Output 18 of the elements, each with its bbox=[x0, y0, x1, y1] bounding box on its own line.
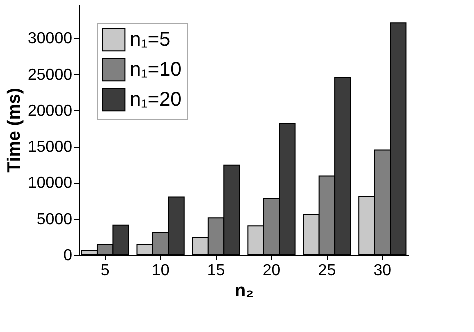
y-tick-label: 25000 bbox=[28, 66, 73, 84]
legend-label: n₁=20 bbox=[130, 89, 182, 111]
x-tick-label: 15 bbox=[207, 262, 226, 280]
y-tick-label: 15000 bbox=[28, 139, 73, 156]
y-tick-label: 5000 bbox=[36, 211, 73, 228]
y-tick-label: 0 bbox=[64, 248, 73, 264]
x-tick-label: 20 bbox=[262, 262, 281, 280]
x-axis-title: n₂ bbox=[235, 280, 254, 300]
legend-label: n₁=10 bbox=[130, 59, 182, 81]
y-tick-label: 20000 bbox=[28, 102, 73, 120]
y-axis-title: Time (ms) bbox=[4, 88, 24, 173]
y-tick-label: 10000 bbox=[28, 175, 73, 192]
x-tick-label: 25 bbox=[318, 262, 336, 280]
x-tick-label: 10 bbox=[152, 262, 170, 280]
x-tick-label: 30 bbox=[374, 262, 392, 280]
x-tick-label: 5 bbox=[100, 262, 110, 280]
legend-label: n₁=5 bbox=[130, 29, 171, 51]
y-tick-label: 30000 bbox=[28, 30, 73, 48]
